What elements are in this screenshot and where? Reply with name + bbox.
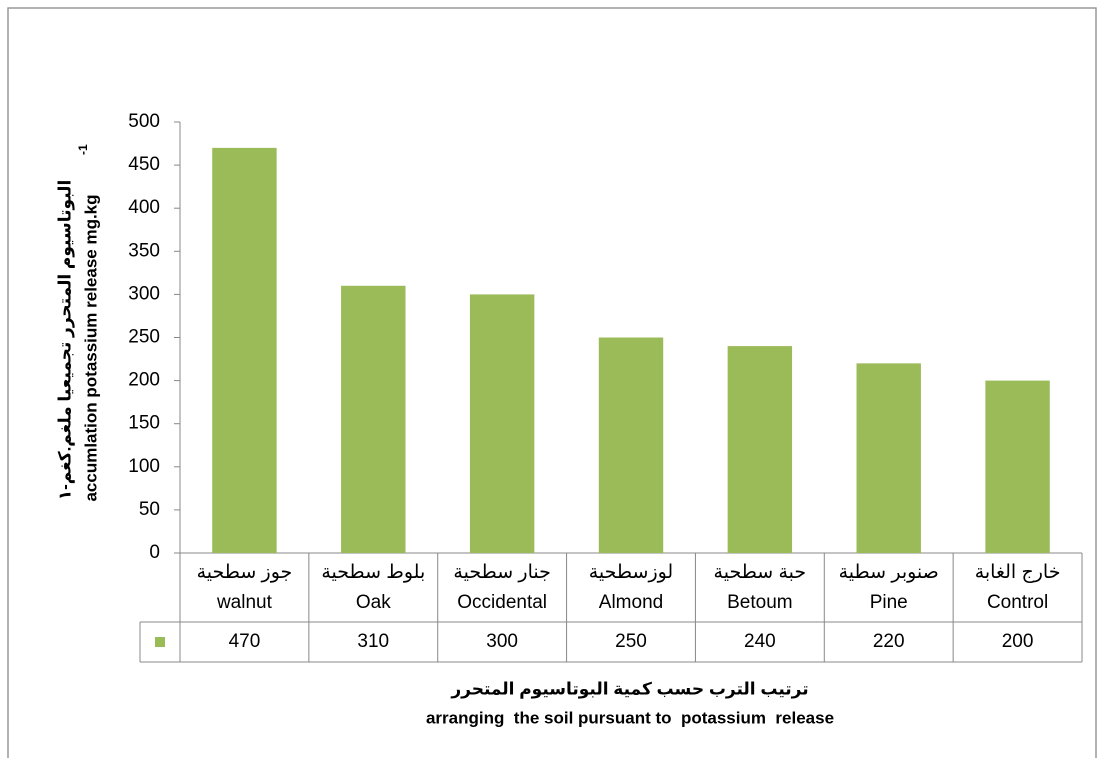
y-tick-label: 200 <box>128 370 160 391</box>
y-tick-label: 350 <box>128 240 160 261</box>
y-tick-label: 150 <box>128 413 160 434</box>
x-tick-label-ar: بلوط سطحية <box>321 562 425 583</box>
x-label-en: arranging the soil pursuant to potassium… <box>426 708 834 727</box>
y-tick-label: 50 <box>139 499 160 520</box>
table-value: 300 <box>486 631 518 652</box>
y-tick-label: 250 <box>128 327 160 348</box>
bar <box>727 346 793 553</box>
x-tick-label-ar: خارج الغابة <box>975 562 1061 583</box>
table-value: 200 <box>1002 631 1034 652</box>
table-value: 250 <box>615 631 647 652</box>
table-value: 310 <box>357 631 389 652</box>
x-tick-label-en: Oak <box>356 592 391 613</box>
x-tick-label-en: Betoum <box>727 592 792 613</box>
y-tick-label: 300 <box>128 283 160 304</box>
y-label-en: accumlation potassium release mg.kg <box>81 194 100 501</box>
y-tick-label: 500 <box>128 111 160 132</box>
x-tick-label-en: Occidental <box>457 592 547 613</box>
bar <box>856 363 921 553</box>
x-tick-label-ar: صنوبر سطية <box>839 562 939 583</box>
x-tick-label-ar: حبة سطحية <box>714 562 807 583</box>
x-tick-label-ar: جنار سطحية <box>453 562 550 583</box>
x-tick-label-en: Control <box>987 592 1048 613</box>
x-tick-label-ar: لوزسطحية <box>589 562 673 583</box>
x-label-ar: ترتيب الترب حسب كمية البوتاسيوم المتحرر <box>450 679 808 699</box>
y-label: البوتاسيوم المتحرر تجميعيا ملغم.كغم-١ <box>55 180 75 501</box>
y-tick-label: 450 <box>128 154 160 175</box>
x-tick-label-en: Almond <box>599 592 663 613</box>
table-value: 240 <box>744 631 776 652</box>
y-label-en-group: accumlation potassium release mg.kg -1 <box>76 144 100 502</box>
frame <box>7 7 1097 758</box>
bar <box>212 147 277 554</box>
y-tick-label: 100 <box>128 456 160 477</box>
y-tick-label: 0 <box>149 542 160 563</box>
bar <box>598 337 664 553</box>
bar <box>985 380 1050 553</box>
y-tick-label: 400 <box>128 197 160 218</box>
bar <box>341 285 406 553</box>
table-value: 470 <box>229 631 261 652</box>
legend-key <box>155 637 165 647</box>
y-label-sup: -1 <box>76 144 90 155</box>
x-tick-label-en: Pine <box>870 592 908 613</box>
x-tick-label-ar: جوز سطحية <box>197 562 293 583</box>
bar <box>469 294 535 553</box>
x-tick-label-en: walnut <box>216 592 273 613</box>
y-label-ar: البوتاسيوم المتحرر تجميعيا ملغم.كغم-١ <box>55 180 75 501</box>
table-value: 220 <box>873 631 905 652</box>
